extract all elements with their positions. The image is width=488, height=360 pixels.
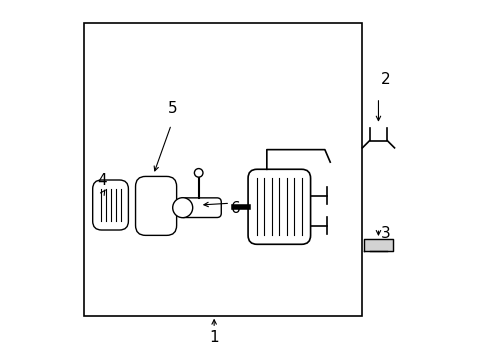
FancyBboxPatch shape bbox=[135, 176, 176, 235]
FancyBboxPatch shape bbox=[180, 198, 221, 217]
Circle shape bbox=[194, 168, 203, 177]
Text: 2: 2 bbox=[380, 72, 389, 87]
Text: 1: 1 bbox=[209, 330, 219, 345]
Bar bbox=[83, 23, 362, 316]
Polygon shape bbox=[364, 239, 392, 251]
Text: 5: 5 bbox=[168, 101, 178, 116]
Text: 4: 4 bbox=[97, 172, 106, 188]
FancyBboxPatch shape bbox=[93, 180, 128, 230]
Text: 6: 6 bbox=[230, 201, 240, 216]
Text: 3: 3 bbox=[380, 226, 390, 241]
Circle shape bbox=[172, 198, 192, 218]
FancyBboxPatch shape bbox=[247, 169, 310, 244]
